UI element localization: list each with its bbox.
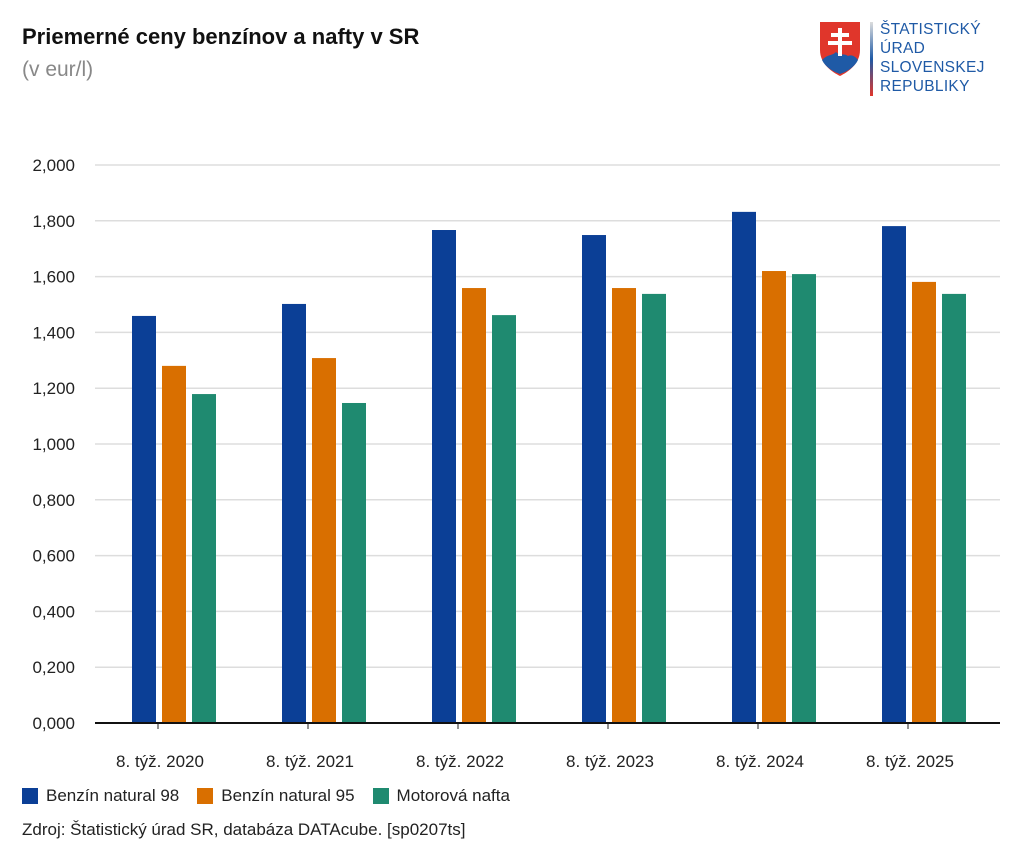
bar — [582, 235, 606, 724]
legend-label: Motorová nafta — [396, 786, 510, 805]
logo-line: SLOVENSKEJ — [880, 59, 985, 76]
logo-text: ŠTATISTICKÝ ÚRAD SLOVENSKEJ REPUBLIKY — [880, 20, 985, 96]
bar — [282, 303, 306, 723]
bar — [612, 288, 636, 723]
legend-item: Benzín natural 98 — [22, 786, 179, 806]
logo-divider — [870, 22, 873, 96]
logo-line: ÚRAD — [880, 40, 926, 57]
y-tick-label: 1,800 — [32, 212, 75, 231]
y-tick-label: 0,400 — [32, 602, 75, 621]
x-tick-label: 8. týž. 2022 — [416, 752, 504, 771]
bar — [792, 274, 816, 723]
logo-line: REPUBLIKY — [880, 78, 970, 95]
bar — [492, 315, 516, 723]
legend-item: Benzín natural 95 — [197, 786, 355, 806]
legend-label: Benzín natural 95 — [221, 786, 355, 805]
bar — [192, 394, 216, 723]
chart-title: Priemerné ceny benzínov a nafty v SR — [22, 24, 420, 49]
legend-swatch — [22, 788, 38, 804]
y-tick-label: 0,800 — [32, 491, 75, 510]
legend-swatch — [197, 788, 214, 804]
bar — [642, 293, 666, 723]
logo: ŠTATISTICKÝ ÚRAD SLOVENSKEJ REPUBLIKY — [818, 20, 1008, 98]
y-tick-label: 1,400 — [32, 323, 75, 342]
bar — [462, 288, 486, 723]
legend-label: Benzín natural 98 — [46, 786, 180, 805]
y-tick-label: 0,600 — [32, 547, 75, 566]
bar — [942, 293, 966, 723]
chart-subtitle: (v eur/l) — [22, 58, 94, 81]
x-tick-label: 8. týž. 2023 — [566, 752, 654, 771]
x-tick-label: 8. týž. 2020 — [116, 752, 204, 771]
y-tick-label: 0,200 — [32, 658, 75, 677]
bar — [162, 365, 186, 723]
bar — [882, 226, 906, 723]
coat-of-arms-icon — [820, 22, 860, 76]
legend-swatch — [372, 788, 389, 804]
x-tick-label: 8. týž. 2024 — [716, 752, 804, 771]
y-tick-label: 1,200 — [32, 379, 75, 398]
bar — [342, 402, 366, 723]
y-tick-label: 0,000 — [32, 714, 75, 733]
bar — [732, 211, 756, 723]
source-note: Zdroj: Štatistický úrad SR, databáza DAT… — [22, 820, 466, 839]
legend-item: Motorová nafta — [372, 786, 510, 806]
logo-line: ŠTATISTICKÝ — [880, 21, 981, 38]
x-tick-label: 8. týž. 2025 — [866, 752, 954, 771]
bar — [432, 230, 456, 723]
legend: Benzín natural 98 Benzín natural 95 Moto… — [22, 786, 510, 806]
y-tick-label: 1,600 — [32, 268, 75, 287]
y-tick-label: 2,000 — [32, 156, 75, 175]
bar — [132, 315, 156, 723]
x-tick-label: 8. týž. 2021 — [266, 752, 354, 771]
bar — [912, 281, 936, 723]
bar — [762, 271, 786, 723]
y-tick-label: 1,000 — [32, 435, 75, 454]
bar — [312, 358, 336, 723]
